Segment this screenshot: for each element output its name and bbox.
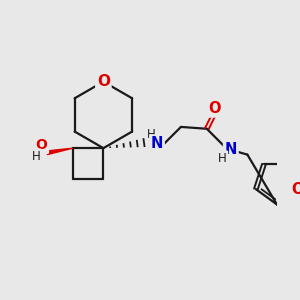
- Text: N: N: [225, 142, 237, 157]
- Text: O: O: [36, 138, 47, 152]
- Polygon shape: [47, 148, 73, 154]
- Text: H: H: [147, 128, 156, 141]
- Text: O: O: [97, 74, 110, 89]
- Text: H: H: [218, 152, 227, 165]
- Text: O: O: [292, 182, 300, 197]
- Text: H: H: [32, 150, 40, 163]
- Text: O: O: [208, 101, 220, 116]
- Text: N: N: [151, 136, 163, 151]
